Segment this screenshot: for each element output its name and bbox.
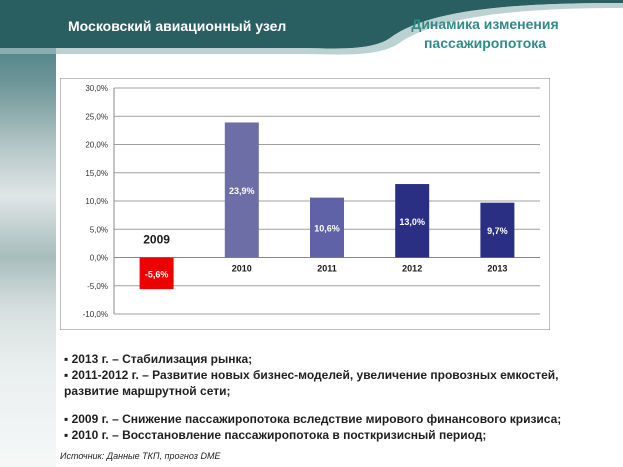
subtitle-line-1: Динамика изменения [411, 16, 559, 32]
header-banner: Московский авиационный узел Динамика изм… [0, 0, 623, 72]
category-label: 2012 [402, 264, 422, 274]
source-note: Источник: Данные ТКП, прогноз DME [60, 451, 221, 461]
page-title: Московский авиационный узел [68, 18, 287, 34]
data-label: 13,0% [399, 217, 425, 227]
y-tick-label: -5,0% [87, 282, 108, 291]
data-label: 10,6% [314, 224, 340, 234]
y-tick-label: 5,0% [90, 225, 108, 234]
data-label: 9,7% [487, 226, 508, 236]
bar-2010 [224, 122, 259, 258]
bar-2013 [480, 202, 515, 258]
header-shape [0, 0, 623, 55]
note-2013: ▪ 2013 г. – Стабилизация рынка; [64, 352, 253, 366]
bar-2012 [395, 184, 430, 258]
sky-background [0, 0, 56, 467]
y-tick-label: 30,0% [85, 84, 108, 93]
note-2010: ▪ 2010 г. – Восстановление пассажиропото… [64, 428, 487, 442]
y-tick-label: -10,0% [83, 310, 108, 319]
notes-list: ▪ 2013 г. – Стабилизация рынка; ▪ 2011-2… [64, 351, 604, 443]
y-tick-label: 0,0% [90, 254, 108, 263]
y-tick-label: 20,0% [85, 141, 108, 150]
category-label: 2009 [143, 233, 170, 247]
note-2011-2012: ▪ 2011-2012 г. – Развитие новых бизнес-м… [64, 368, 559, 398]
bar-2011 [310, 197, 344, 258]
category-label: 2013 [487, 264, 507, 274]
note-2009: ▪ 2009 г. – Снижение пассажиропотока всл… [64, 412, 562, 426]
page-subtitle: Динамика изменения пассажиропотока [395, 15, 575, 53]
category-label: 2010 [232, 264, 252, 274]
y-tick-label: 10,0% [85, 197, 108, 206]
data-label: 23,9% [229, 186, 255, 196]
passenger-chart: -10,0% -5,0% 0,0% 5,0% 10,0% 15,0% 20,0% 25,0% 3… [60, 78, 550, 330]
subtitle-line-2: пассажиропотока [423, 35, 547, 51]
y-tick-label: 15,0% [85, 169, 108, 178]
data-label: -5,6% [145, 269, 169, 279]
y-tick-label: 25,0% [85, 112, 108, 121]
bar-2009 [139, 257, 174, 290]
category-label: 2011 [317, 264, 337, 274]
